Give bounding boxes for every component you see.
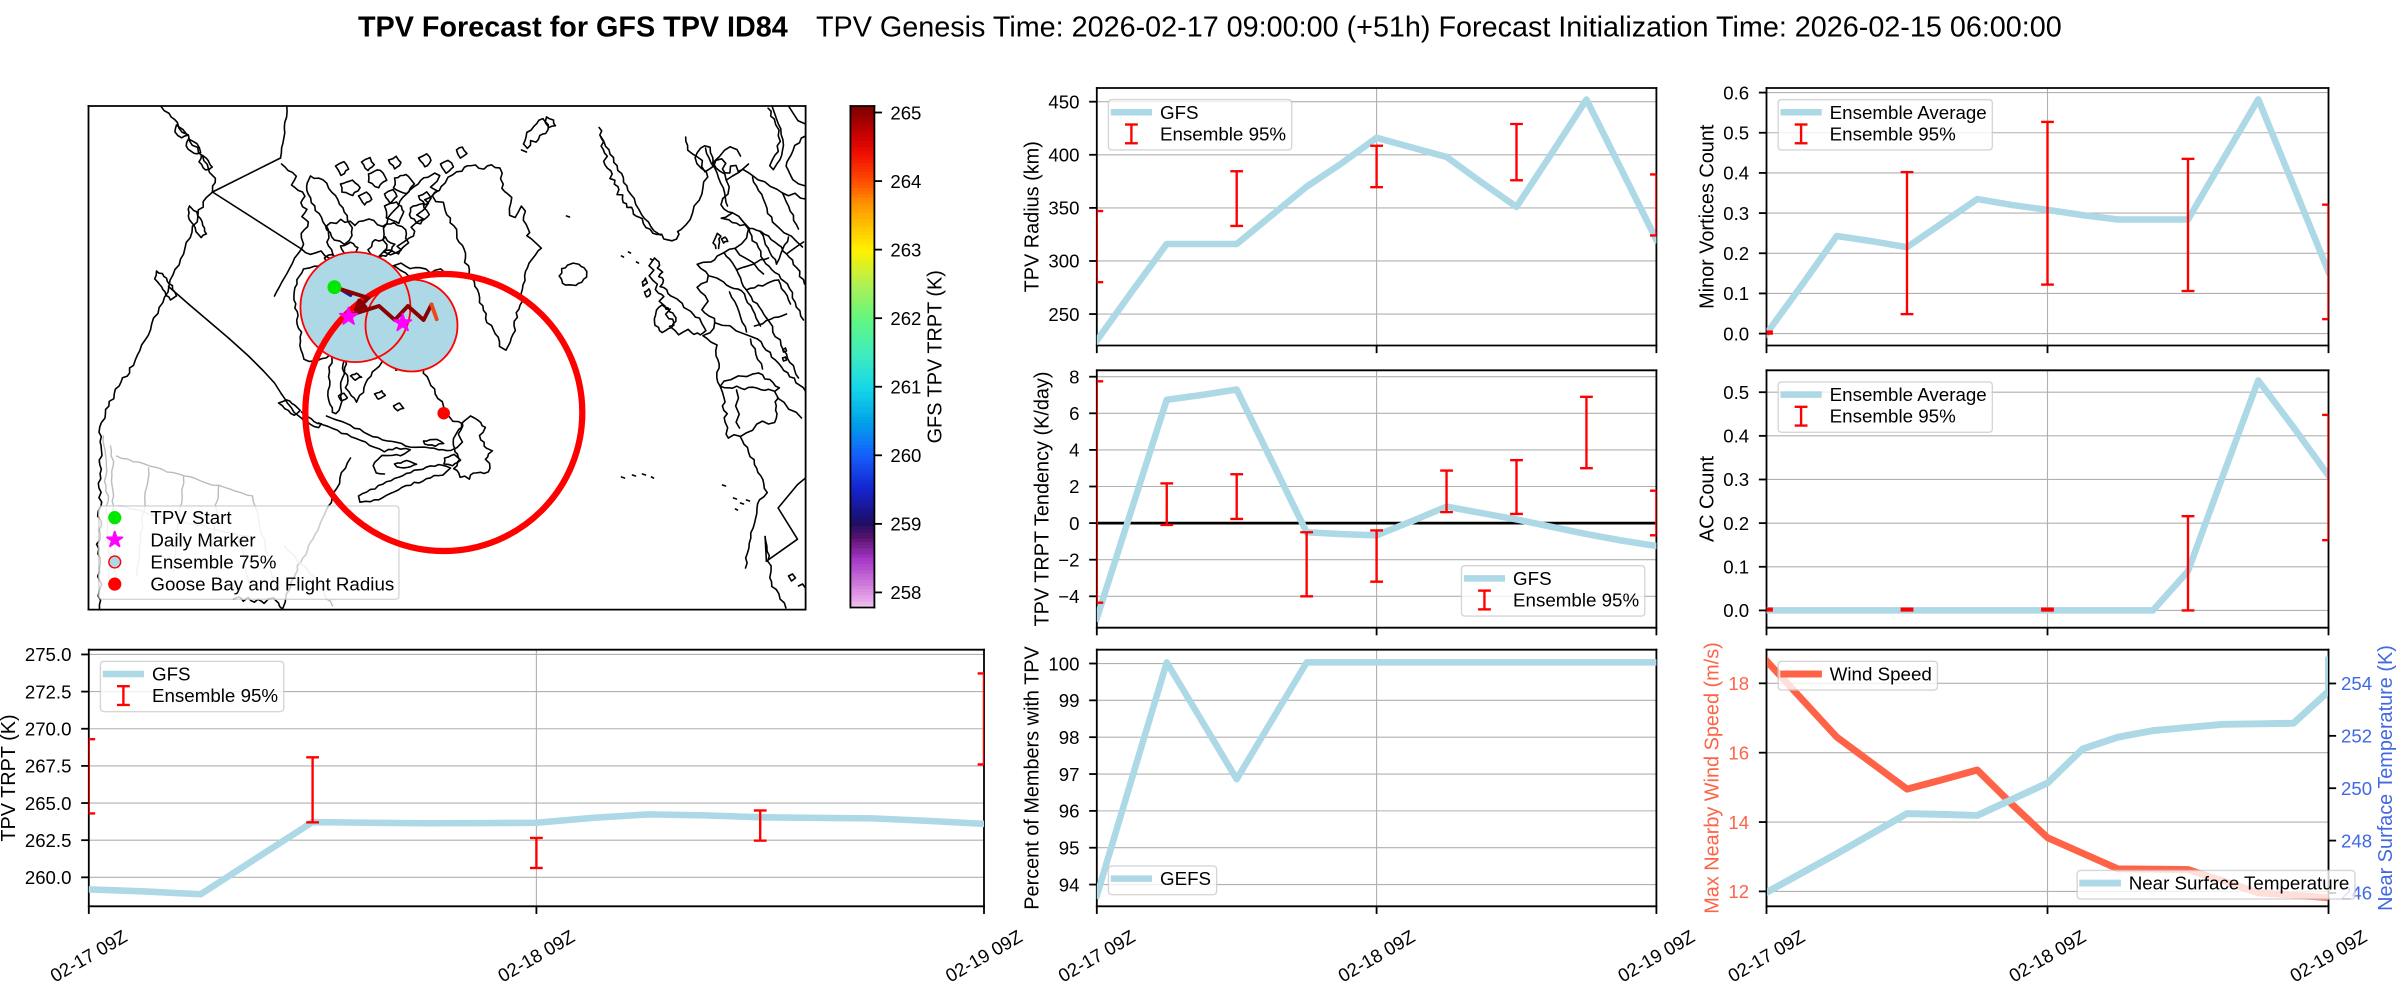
svg-text:263: 263	[890, 239, 921, 260]
svg-text:GFS: GFS	[1513, 568, 1552, 589]
svg-text:0.1: 0.1	[1723, 557, 1749, 578]
svg-text:265.0: 265.0	[25, 793, 72, 814]
svg-text:275.0: 275.0	[25, 644, 72, 665]
svg-text:0.1: 0.1	[1723, 283, 1749, 304]
svg-text:0.2: 0.2	[1723, 243, 1749, 264]
svg-text:Daily Marker: Daily Marker	[150, 529, 255, 550]
svg-text:96: 96	[1059, 801, 1080, 822]
svg-text:94: 94	[1059, 874, 1080, 895]
svg-text:6: 6	[1069, 403, 1079, 424]
svg-text:270.0: 270.0	[25, 718, 72, 739]
svg-text:0.5: 0.5	[1723, 382, 1749, 403]
svg-text:14: 14	[1728, 812, 1749, 833]
svg-text:0.6: 0.6	[1723, 82, 1749, 103]
svg-text:0.3: 0.3	[1723, 203, 1749, 224]
svg-text:−2: −2	[1058, 549, 1079, 570]
svg-text:0.2: 0.2	[1723, 513, 1749, 534]
svg-text:0.0: 0.0	[1723, 323, 1749, 344]
svg-text:Ensemble Average: Ensemble Average	[1830, 102, 1987, 123]
svg-text:TPV Forecast for GFS TPV ID84: TPV Forecast for GFS TPV ID84	[358, 12, 788, 44]
svg-text:Ensemble Average: Ensemble Average	[1830, 384, 1987, 405]
svg-text:−4: −4	[1058, 586, 1079, 607]
svg-text:GFS: GFS	[1160, 102, 1199, 123]
svg-text:18: 18	[1728, 673, 1749, 694]
svg-text:99: 99	[1059, 690, 1080, 711]
svg-text:248: 248	[2341, 830, 2372, 851]
svg-text:98: 98	[1059, 727, 1080, 748]
svg-text:265: 265	[890, 102, 921, 123]
svg-text:252: 252	[2341, 726, 2372, 747]
svg-text:Ensemble 95%: Ensemble 95%	[1830, 123, 1956, 144]
svg-text:0.3: 0.3	[1723, 469, 1749, 490]
svg-text:0: 0	[1069, 513, 1079, 534]
svg-text:250: 250	[1048, 304, 1079, 325]
svg-text:0.4: 0.4	[1723, 163, 1749, 184]
svg-text:Near Surface Temperature: Near Surface Temperature	[2129, 873, 2350, 894]
svg-text:254: 254	[2341, 673, 2372, 694]
svg-text:Ensemble 95%: Ensemble 95%	[1830, 406, 1956, 427]
svg-text:262: 262	[890, 308, 921, 329]
svg-text:TPV Radius (km): TPV Radius (km)	[1022, 141, 1044, 292]
svg-text:260: 260	[890, 445, 921, 466]
svg-text:264: 264	[890, 171, 921, 192]
svg-text:Goose Bay and Flight Radius: Goose Bay and Flight Radius	[150, 574, 394, 595]
svg-text:Near Surface Temperature (K): Near Surface Temperature (K)	[2375, 645, 2397, 911]
svg-text:TPV TRPT Tendency (K/day): TPV TRPT Tendency (K/day)	[1032, 372, 1054, 627]
svg-text:8: 8	[1069, 366, 1079, 387]
svg-text:AC Count: AC Count	[1697, 455, 1719, 542]
svg-text:GEFS: GEFS	[1160, 868, 1211, 889]
svg-text:16: 16	[1728, 742, 1749, 763]
svg-text:97: 97	[1059, 764, 1080, 785]
svg-text:350: 350	[1048, 198, 1079, 219]
svg-text:0.4: 0.4	[1723, 426, 1749, 447]
svg-text:TPV TRPT (K): TPV TRPT (K)	[0, 714, 20, 841]
svg-text:262.5: 262.5	[25, 830, 72, 851]
svg-text:260.0: 260.0	[25, 867, 72, 888]
svg-text:TPV Genesis Time: 2026-02-17 0: TPV Genesis Time: 2026-02-17 09:00:00 (+…	[816, 12, 2062, 44]
svg-text:95: 95	[1059, 837, 1080, 858]
svg-text:Wind Speed: Wind Speed	[1830, 664, 1932, 685]
svg-text:258: 258	[890, 582, 921, 603]
svg-text:261: 261	[890, 376, 921, 397]
svg-text:2: 2	[1069, 476, 1079, 497]
svg-text:Ensemble 95%: Ensemble 95%	[1513, 590, 1639, 611]
svg-text:250: 250	[2341, 778, 2372, 799]
svg-text:TPV Start: TPV Start	[150, 507, 232, 528]
svg-text:GFS: GFS	[152, 664, 191, 685]
svg-text:GFS TPV TRPT (K): GFS TPV TRPT (K)	[924, 270, 946, 443]
svg-text:267.5: 267.5	[25, 756, 72, 777]
svg-text:100: 100	[1048, 653, 1079, 674]
svg-text:Ensemble 95%: Ensemble 95%	[1160, 123, 1286, 144]
svg-text:Percent of Members with TPV: Percent of Members with TPV	[1022, 646, 1044, 910]
svg-text:450: 450	[1048, 91, 1079, 112]
svg-text:0.0: 0.0	[1723, 600, 1749, 621]
svg-text:Ensemble 75%: Ensemble 75%	[150, 552, 276, 573]
svg-text:272.5: 272.5	[25, 681, 72, 702]
svg-text:400: 400	[1048, 145, 1079, 166]
svg-text:Max Nearby Wind Speed (m/s): Max Nearby Wind Speed (m/s)	[1702, 642, 1724, 913]
svg-text:12: 12	[1728, 881, 1749, 902]
svg-text:Minor Vortices Count: Minor Vortices Count	[1697, 124, 1719, 309]
svg-text:300: 300	[1048, 251, 1079, 272]
svg-text:0.5: 0.5	[1723, 122, 1749, 143]
svg-text:259: 259	[890, 514, 921, 535]
svg-text:Ensemble 95%: Ensemble 95%	[152, 685, 278, 706]
svg-text:4: 4	[1069, 440, 1079, 461]
